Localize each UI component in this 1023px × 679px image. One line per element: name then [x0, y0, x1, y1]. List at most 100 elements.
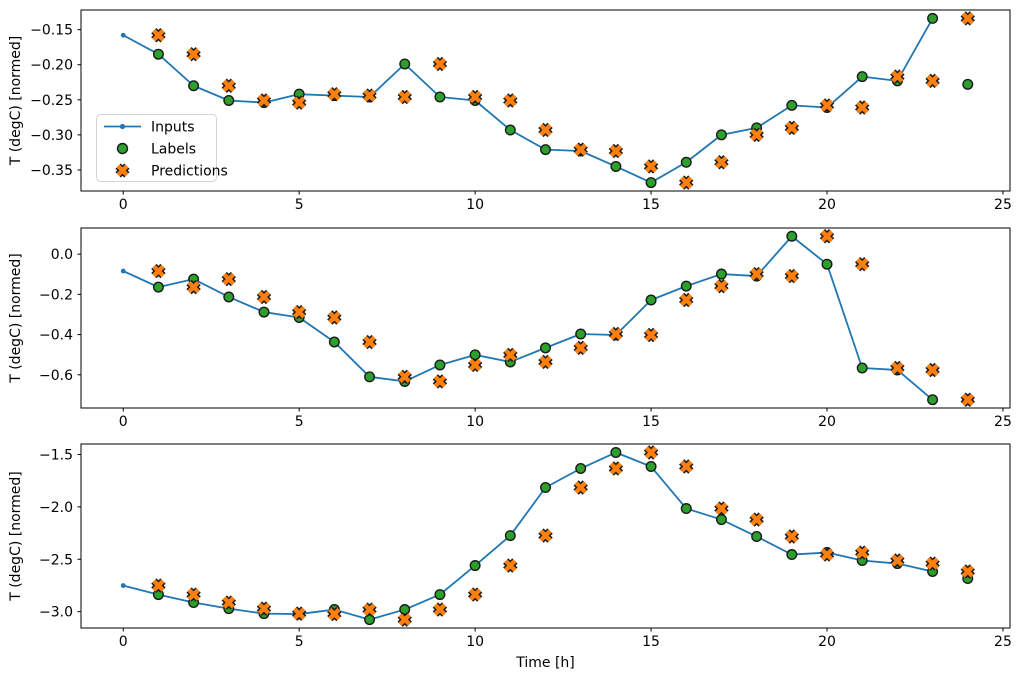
- prediction-marker-x: [926, 557, 939, 570]
- label-marker-circle: [399, 604, 411, 616]
- x-tick-label: 0: [119, 414, 128, 430]
- prediction-marker-x: [363, 335, 376, 349]
- prediction-marker-x: [820, 230, 834, 243]
- prediction-marker-x: [328, 88, 341, 101]
- prediction-marker-x: [715, 502, 728, 515]
- prediction-marker-x: [152, 264, 165, 278]
- prediction-marker-x: [891, 554, 904, 567]
- legend-entry-label: Predictions: [151, 164, 228, 180]
- label-marker-circle: [364, 371, 376, 383]
- prediction-marker-x: [152, 579, 165, 592]
- label-marker-circle: [328, 336, 340, 348]
- prediction-marker-x: [609, 462, 623, 475]
- prediction-marker-x: [644, 328, 658, 342]
- y-tick-label: −1.5: [39, 447, 73, 463]
- prediction-marker-x: [891, 361, 904, 375]
- input-marker-dot: [120, 268, 126, 274]
- prediction-marker-x: [257, 290, 271, 304]
- label-marker-circle: [152, 48, 164, 60]
- prediction-marker-x: [856, 101, 869, 114]
- label-marker-circle: [364, 614, 376, 626]
- y-axis-label: T (degC) [normed]: [8, 253, 24, 384]
- label-marker-circle: [540, 342, 552, 354]
- x-tick-label: 10: [466, 634, 484, 650]
- x-tick-label: 5: [295, 414, 304, 430]
- y-tick-label: −0.15: [30, 23, 73, 39]
- label-marker-circle: [680, 156, 692, 168]
- label-marker-circle: [786, 549, 798, 561]
- prediction-marker-x: [539, 529, 552, 542]
- axes-spine: [80, 9, 1011, 192]
- y-axis-label: T (degC) [normed]: [8, 471, 24, 602]
- x-tick-label: 10: [466, 414, 484, 430]
- label-marker-circle: [645, 294, 657, 306]
- prediction-marker-x: [750, 513, 763, 526]
- prediction-marker-x: [187, 280, 200, 294]
- inputs-line: [122, 17, 934, 184]
- label-marker-circle: [469, 560, 481, 572]
- prediction-marker-x: [574, 341, 587, 355]
- label-marker-circle: [575, 463, 587, 475]
- legend-entry-label: Labels: [151, 142, 196, 158]
- x-tick-label: 10: [466, 197, 484, 213]
- prediction-marker-x: [856, 258, 869, 271]
- prediction-marker-x: [926, 74, 939, 88]
- x-tick-label: 0: [119, 634, 128, 650]
- label-marker-circle: [856, 362, 868, 374]
- prediction-marker-x: [680, 460, 693, 473]
- prediction-marker-x: [785, 530, 798, 543]
- y-tick-label: −0.4: [39, 328, 73, 344]
- prediction-marker-x: [328, 311, 341, 324]
- label-marker-circle: [715, 514, 727, 526]
- y-tick-label: −2.0: [39, 500, 73, 516]
- prediction-marker-x: [398, 370, 411, 383]
- label-marker-circle: [927, 12, 939, 24]
- x-tick-label: 5: [295, 634, 304, 650]
- prediction-marker-x: [222, 596, 235, 609]
- input-marker-dot: [120, 32, 126, 38]
- prediction-marker-x: [433, 603, 447, 616]
- prediction-marker-x: [680, 176, 693, 189]
- x-tick-label: 15: [642, 197, 660, 213]
- label-marker-circle: [645, 177, 657, 189]
- label-marker-circle: [680, 280, 692, 292]
- prediction-marker-x: [504, 559, 517, 572]
- label-marker-circle: [610, 446, 622, 458]
- prediction-marker-x: [328, 607, 341, 621]
- inputs-line: [122, 235, 934, 401]
- y-tick-label: −0.2: [39, 287, 73, 303]
- prediction-marker-x: [856, 546, 869, 559]
- x-tick-label: 20: [818, 634, 836, 650]
- subplot-3: 0 5 10 15 20 25 −1.5 −2.0 −2.5 −3.0 T (degC) [norm…: [8, 443, 1012, 671]
- legend-labels-circle-sample: [116, 142, 129, 155]
- prediction-marker-x: [222, 272, 235, 286]
- label-marker-circle: [680, 503, 692, 515]
- prediction-marker-x: [433, 57, 447, 71]
- label-marker-circle: [821, 258, 833, 270]
- label-marker-circle: [540, 144, 552, 156]
- prediction-marker-x: [468, 588, 482, 601]
- prediction-marker-x: [363, 603, 376, 616]
- prediction-marker-x: [257, 94, 271, 107]
- axes-spine: [80, 443, 1011, 629]
- label-marker-circle: [575, 328, 587, 340]
- label-marker-circle: [434, 589, 446, 601]
- prediction-marker-x: [539, 123, 552, 137]
- label-marker-circle: [223, 291, 235, 303]
- prediction-marker-x: [926, 363, 939, 377]
- prediction-marker-x: [574, 481, 587, 494]
- prediction-marker-x: [609, 327, 623, 341]
- prediction-marker-x: [715, 156, 728, 169]
- y-axis-label: T (degC) [normed]: [8, 36, 24, 167]
- x-tick-label: 0: [119, 197, 128, 213]
- label-marker-circle: [786, 230, 798, 242]
- label-marker-circle: [258, 306, 270, 318]
- subplot-1: 0 5 10 15 20 25 −0.15 −0.20 −0.25 −0.30 −0.35 T (de…: [8, 9, 1012, 213]
- x-tick-label: 25: [994, 414, 1012, 430]
- legend-entry-label: Inputs: [151, 120, 195, 136]
- prediction-marker-x: [293, 607, 306, 620]
- label-marker-circle: [223, 94, 235, 106]
- label-marker-circle: [715, 268, 727, 280]
